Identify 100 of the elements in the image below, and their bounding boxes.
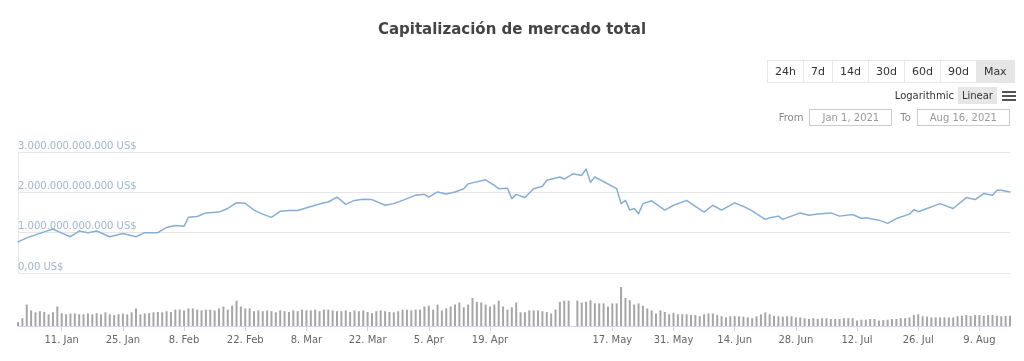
bar: [777, 316, 780, 326]
bar: [239, 306, 242, 326]
bar: [139, 314, 142, 326]
text: 24h: [768, 61, 803, 82]
bar: [21, 318, 24, 326]
bar: [904, 318, 907, 326]
bar: [126, 314, 129, 326]
text: Logarithmic: [893, 89, 955, 103]
bar: [746, 317, 749, 326]
bar: [191, 308, 194, 326]
bar: [982, 315, 985, 326]
bar: [580, 302, 583, 326]
bar: [768, 314, 771, 326]
y-tick-label: 1.000.000.000.000 US$: [18, 220, 137, 232]
bar: [856, 320, 859, 326]
bar: [331, 310, 334, 326]
bar: [991, 315, 994, 326]
bar: [405, 309, 408, 326]
bar: [720, 316, 723, 326]
bar: [108, 314, 111, 326]
bar: [187, 308, 190, 326]
bar: [113, 315, 116, 326]
bar: [925, 316, 928, 326]
bar: [454, 304, 456, 326]
bar: [449, 306, 452, 326]
bar: [261, 311, 264, 326]
bar: [694, 315, 697, 326]
bar: [707, 313, 710, 326]
bar: [475, 301, 478, 326]
bar: [161, 312, 164, 326]
bar: [51, 312, 54, 326]
x-tick-label: 12. Jul: [841, 333, 873, 345]
bar: [56, 306, 59, 326]
bar: [541, 311, 544, 326]
bar: [851, 318, 854, 326]
bar: [143, 313, 146, 326]
bar: [336, 311, 339, 326]
bar: [825, 318, 828, 326]
text: Aug 16, 2021: [916, 109, 1010, 126]
bar: [222, 306, 225, 326]
bar: [807, 318, 810, 326]
bar: [598, 303, 601, 326]
bar: [296, 311, 299, 326]
bar: [812, 318, 815, 326]
bar: [152, 312, 155, 326]
x-tick-label: 17. May: [592, 333, 633, 345]
bar: [169, 311, 172, 326]
bar: [519, 312, 522, 326]
x-tick-label: 5. Apr: [413, 333, 445, 345]
text: Max: [975, 61, 1014, 82]
x-tick-label: 14. Jun: [717, 333, 753, 345]
bar: [344, 310, 347, 326]
bar: [611, 303, 614, 326]
bar: [567, 300, 570, 326]
bar: [563, 300, 566, 326]
bar: [895, 318, 898, 326]
bar: [646, 308, 649, 326]
bar: [121, 313, 124, 326]
bar: [969, 315, 972, 326]
text: From: [778, 112, 804, 123]
bar: [493, 304, 496, 326]
bar: [733, 316, 736, 326]
bar: [585, 301, 588, 326]
text: 90d: [939, 61, 976, 82]
y-tick-label: 2.000.000.000.000 US$: [18, 179, 137, 191]
bar: [681, 314, 684, 326]
bar: [314, 309, 317, 326]
bar: [130, 312, 133, 326]
bar: [349, 311, 352, 326]
bar: [183, 310, 186, 326]
bar: [523, 312, 526, 326]
text: 60d: [903, 61, 940, 82]
bar: [764, 312, 767, 326]
bar: [1000, 316, 1003, 326]
bar: [934, 317, 937, 326]
y-tick-label: 3.000.000.000.000 US$: [18, 139, 137, 151]
bar: [659, 310, 662, 326]
bar: [838, 318, 841, 326]
bar: [401, 309, 404, 326]
bar: [668, 314, 671, 326]
bar: [73, 313, 76, 326]
bar: [34, 312, 37, 326]
bar: [834, 318, 837, 326]
bar: [947, 317, 950, 326]
bar: [462, 307, 465, 326]
bar: [781, 316, 784, 326]
x-tick-label: 25. Jan: [105, 333, 141, 345]
text: Linear: [957, 87, 997, 104]
bar: [829, 318, 832, 326]
bar: [606, 306, 609, 326]
bar: [480, 302, 483, 326]
bar: [252, 311, 255, 326]
bar: [545, 311, 548, 326]
bar: [703, 314, 706, 326]
bar: [633, 304, 636, 326]
bar: [912, 315, 915, 326]
bar: [419, 309, 422, 326]
x-tick-label: 22. Feb: [226, 333, 264, 345]
bar: [1009, 315, 1011, 326]
bar: [47, 314, 50, 326]
